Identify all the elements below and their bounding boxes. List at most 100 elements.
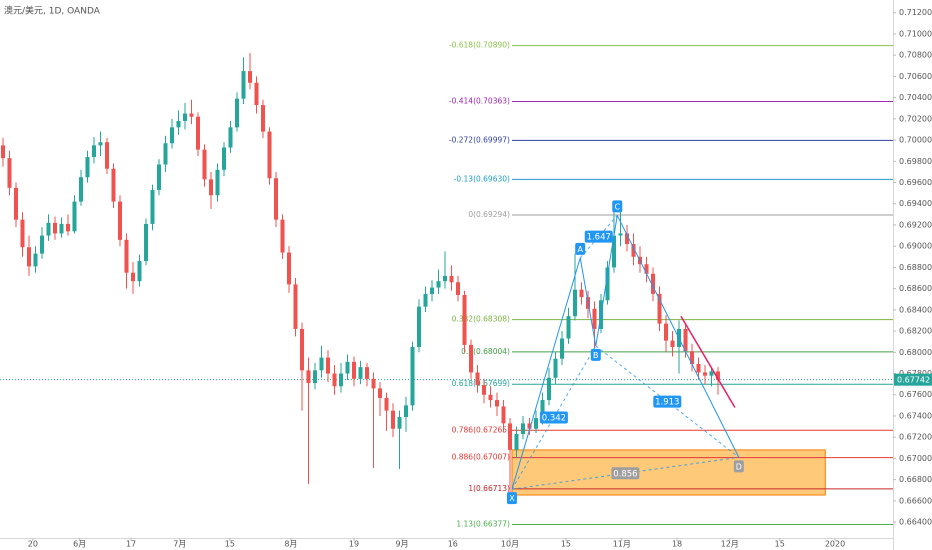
y-tick-label: 0.67800 xyxy=(899,369,932,378)
y-tick-label: 0.66400 xyxy=(899,518,932,527)
candle-body xyxy=(494,400,500,407)
candle-body xyxy=(553,358,558,378)
pattern-point-label: C xyxy=(614,202,620,211)
candle-body xyxy=(332,373,337,387)
x-tick-label: 20 xyxy=(28,540,38,549)
candle-body xyxy=(72,201,77,232)
candle-body xyxy=(117,201,123,240)
candle-body xyxy=(696,363,701,373)
candle-body xyxy=(182,113,188,121)
current-price-label: 0.67742 xyxy=(897,376,930,385)
fib-label: -0.13(0.69630) xyxy=(454,174,510,183)
candle-body xyxy=(572,289,578,317)
candle-body xyxy=(163,143,168,165)
candle-body xyxy=(670,340,675,347)
candle-body xyxy=(546,377,552,401)
candle-body xyxy=(468,344,474,373)
ratio-label: 1.913 xyxy=(655,398,679,408)
candle-body xyxy=(559,338,565,359)
candle-body xyxy=(195,116,201,150)
candle-body xyxy=(78,177,84,202)
candle-body xyxy=(540,400,545,419)
candle-body xyxy=(410,346,415,406)
x-tick-label: 19 xyxy=(349,540,359,549)
y-tick-label: 0.70400 xyxy=(899,93,932,102)
candle-body xyxy=(306,370,311,384)
candle-body xyxy=(221,147,227,170)
candle-body xyxy=(390,410,396,429)
candle-body xyxy=(111,168,116,202)
fib-label: -0.414(0.70363) xyxy=(449,97,510,106)
candle-body xyxy=(176,120,181,128)
candle-body xyxy=(228,127,233,148)
candle-body xyxy=(657,293,662,324)
candle-body xyxy=(273,178,279,220)
fib-label: -0.618(0.70890) xyxy=(449,41,510,50)
y-tick-label: 0.68000 xyxy=(899,348,932,357)
candle-body xyxy=(644,264,649,274)
candle-body xyxy=(351,361,357,379)
candle-body xyxy=(98,142,103,146)
y-tick-label: 0.68600 xyxy=(899,284,932,293)
x-tick-label: 6月 xyxy=(73,540,86,549)
y-tick-label: 0.69600 xyxy=(899,178,932,187)
candle-body xyxy=(501,406,506,424)
candle-body xyxy=(462,294,467,345)
y-tick-label: 0.71000 xyxy=(899,29,932,38)
candle-body xyxy=(423,293,428,307)
candle-body xyxy=(377,388,383,398)
candle-body xyxy=(189,113,194,117)
ratio-label: 0.856 xyxy=(613,469,637,479)
candle-body xyxy=(234,98,240,128)
candle-body xyxy=(520,423,526,435)
candle-body xyxy=(449,275,454,283)
y-tick-label: 0.71200 xyxy=(899,8,932,17)
ratio-label: 0.342 xyxy=(542,414,566,424)
candle-body xyxy=(33,253,38,267)
fib-label: 0.5(0.68004) xyxy=(461,347,510,356)
candle-body xyxy=(650,273,656,294)
candle-body xyxy=(579,289,584,298)
pattern-point-badge xyxy=(590,348,601,361)
candle-body xyxy=(20,219,25,248)
candle-body xyxy=(364,367,370,379)
ratio-badge xyxy=(653,395,682,408)
y-tick-label: 0.69800 xyxy=(899,157,932,166)
pattern-leg xyxy=(579,257,597,347)
pattern-leg xyxy=(616,215,740,458)
x-tick-label: 9月 xyxy=(396,540,409,549)
candle-body xyxy=(85,157,90,178)
candle-body xyxy=(715,371,721,380)
candle-body xyxy=(104,142,110,169)
ratio-badge xyxy=(584,230,613,243)
x-tick-label: 12月 xyxy=(721,540,739,549)
candle-body xyxy=(338,373,344,387)
pattern-point-badge xyxy=(506,492,517,505)
candle-body xyxy=(26,247,32,267)
candle-body xyxy=(514,434,519,450)
candle-body xyxy=(150,189,155,224)
candle-body xyxy=(533,418,539,429)
fib-label: 0.618(0.67699) xyxy=(452,379,510,388)
candle-body xyxy=(254,82,259,106)
candle-body xyxy=(436,281,441,288)
y-tick-label: 0.67000 xyxy=(899,454,932,463)
candle-body xyxy=(267,131,272,179)
target-zone xyxy=(511,449,826,496)
candle-body xyxy=(488,394,493,401)
fib-label: 0.886(0.67007) xyxy=(452,453,510,462)
x-tick-label: 2020 xyxy=(825,540,845,549)
x-tick-label: 15 xyxy=(561,540,571,549)
candle-body xyxy=(280,219,285,253)
candle-body xyxy=(397,417,402,429)
ratio-badge xyxy=(539,411,568,424)
y-tick-label: 0.67200 xyxy=(899,433,932,442)
y-tick-label: 0.66800 xyxy=(899,475,932,484)
candle-body xyxy=(59,223,64,234)
trendline xyxy=(680,315,736,408)
candle-body xyxy=(442,275,448,282)
candle-body xyxy=(416,306,422,347)
candle-body xyxy=(429,287,435,294)
y-tick-label: 0.68800 xyxy=(899,263,932,272)
